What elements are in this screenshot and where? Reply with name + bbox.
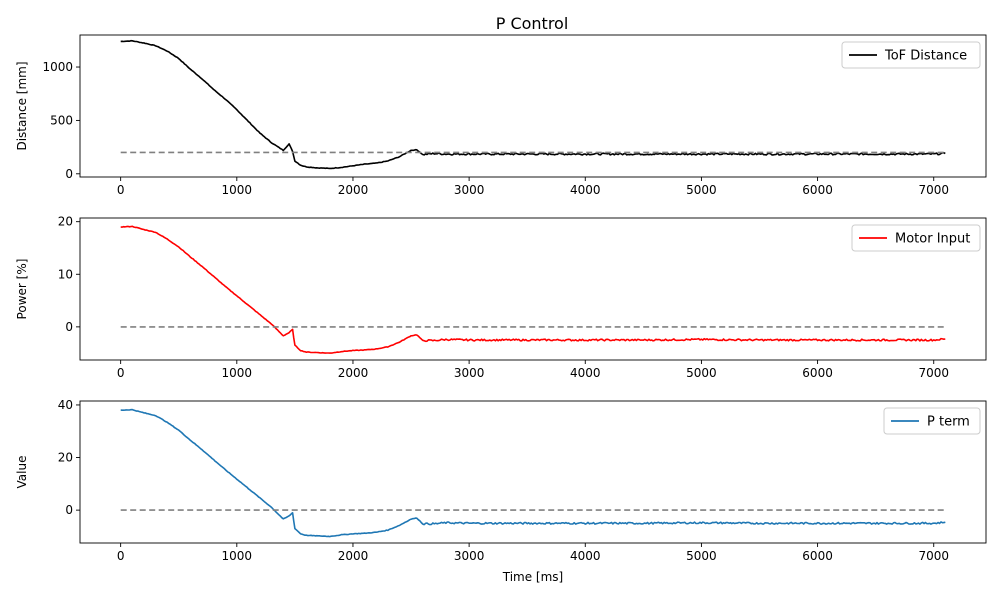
x-tick-label: 6000	[802, 366, 833, 380]
legend: P term	[883, 407, 981, 435]
y-axis-label: Distance [mm]	[15, 61, 29, 150]
series-line-p-term	[120, 408, 946, 538]
series-line-tof-distance	[120, 39, 946, 170]
y-tick-label: 40	[58, 398, 73, 412]
y-tick-label: 1000	[42, 60, 73, 74]
x-tick-label: 3000	[454, 549, 485, 563]
x-tick-label: 7000	[918, 549, 949, 563]
y-tick-label: 500	[50, 113, 73, 127]
y-axis-label: Power [%]	[15, 259, 29, 320]
x-tick-label: 4000	[570, 183, 601, 197]
x-tick-label: 1000	[222, 183, 253, 197]
y-tick-label: 20	[58, 215, 73, 229]
legend-box	[883, 407, 981, 435]
legend-box	[851, 224, 981, 252]
x-tick-label: 5000	[686, 549, 717, 563]
y-tick-label: 0	[65, 320, 73, 334]
x-tick-label: 1000	[222, 549, 253, 563]
y-tick-label: 0	[65, 503, 73, 517]
legend: Motor Input	[851, 224, 981, 252]
legend-label: ToF Distance	[884, 49, 967, 64]
subplot-2: 0 1000 2000 3000 4000 5000 6000 7000 0 10 20 Power …	[15, 215, 987, 380]
x-tick-label: 4000	[570, 366, 601, 380]
x-tick-label: 5000	[686, 183, 717, 197]
x-tick-label: 7000	[918, 366, 949, 380]
legend-label: Motor Input	[895, 232, 970, 247]
x-tick-label: 7000	[918, 183, 949, 197]
legend: ToF Distance	[841, 41, 981, 69]
figure-title: P Control	[496, 14, 569, 33]
x-tick-label: 1000	[222, 366, 253, 380]
x-tick-label: 5000	[686, 366, 717, 380]
x-tick-label: 4000	[570, 549, 601, 563]
axes-frame	[79, 400, 987, 544]
x-tick-label: 0	[117, 366, 125, 380]
legend-box	[841, 41, 981, 69]
axes-frame	[79, 34, 987, 178]
x-axis-label: Time [ms]	[502, 570, 564, 584]
y-tick-label: 20	[58, 451, 73, 465]
x-tick-label: 6000	[802, 549, 833, 563]
series-line-motor-input	[120, 225, 946, 354]
axes-frame	[79, 217, 987, 361]
x-tick-label: 2000	[338, 183, 369, 197]
x-tick-label: 0	[117, 183, 125, 197]
x-tick-label: 3000	[454, 183, 485, 197]
y-tick-label: 10	[58, 267, 73, 281]
y-tick-label: 0	[65, 167, 73, 181]
y-axis-label: Value	[15, 456, 29, 489]
x-tick-label: 2000	[338, 549, 369, 563]
x-tick-label: 6000	[802, 183, 833, 197]
x-tick-label: 0	[117, 549, 125, 563]
subplot-3: 0 1000 2000 3000 4000 5000 6000 7000 0 20 40 Value T…	[15, 398, 987, 584]
legend-label: P term	[927, 415, 970, 430]
subplot-1: 0 1000 2000 3000 4000 5000 6000 7000 0 500 1000 Dis…	[15, 34, 987, 197]
x-tick-label: 2000	[338, 366, 369, 380]
x-tick-label: 3000	[454, 366, 485, 380]
